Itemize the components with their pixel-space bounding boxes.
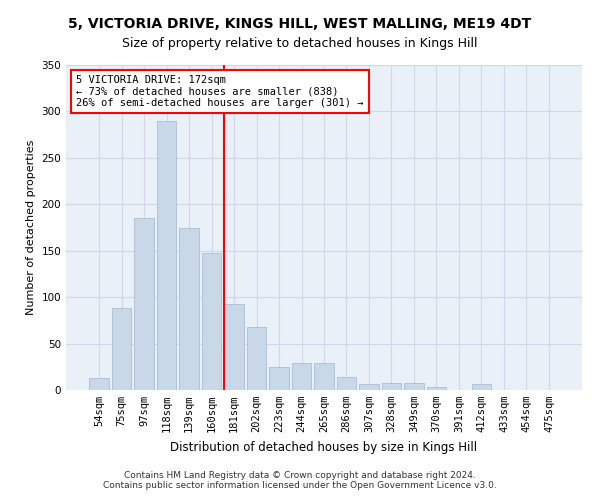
Bar <box>337 377 356 390</box>
Bar <box>157 120 176 390</box>
Bar <box>112 308 131 390</box>
Bar <box>359 384 379 390</box>
Text: 5 VICTORIA DRIVE: 172sqm
← 73% of detached houses are smaller (838)
26% of semi-: 5 VICTORIA DRIVE: 172sqm ← 73% of detach… <box>76 74 364 108</box>
Bar <box>179 228 199 390</box>
Bar <box>314 363 334 390</box>
Bar <box>382 382 401 390</box>
Bar <box>269 367 289 390</box>
Bar <box>89 378 109 390</box>
Bar <box>247 327 266 390</box>
Bar <box>224 304 244 390</box>
Text: Contains HM Land Registry data © Crown copyright and database right 2024.
Contai: Contains HM Land Registry data © Crown c… <box>103 470 497 490</box>
Bar <box>134 218 154 390</box>
Text: Size of property relative to detached houses in Kings Hill: Size of property relative to detached ho… <box>122 38 478 51</box>
Y-axis label: Number of detached properties: Number of detached properties <box>26 140 36 315</box>
Bar <box>404 382 424 390</box>
Bar <box>472 384 491 390</box>
Text: 5, VICTORIA DRIVE, KINGS HILL, WEST MALLING, ME19 4DT: 5, VICTORIA DRIVE, KINGS HILL, WEST MALL… <box>68 18 532 32</box>
Bar <box>292 363 311 390</box>
X-axis label: Distribution of detached houses by size in Kings Hill: Distribution of detached houses by size … <box>170 440 478 454</box>
Bar <box>202 252 221 390</box>
Bar <box>427 387 446 390</box>
